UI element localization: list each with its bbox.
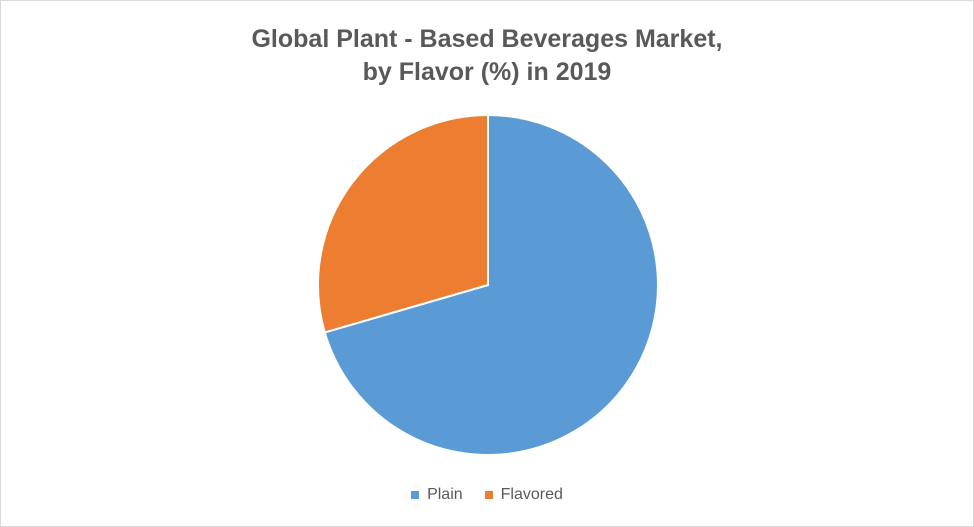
legend-label-plain: Plain [427,486,463,503]
legend-item-flavored: Flavored [484,486,563,504]
pie-slice-plain [323,113,659,456]
chart-title-line-2: by Flavor (%) in 2019 [362,58,612,86]
legend-item-plain: Plain [411,486,463,504]
legend-label-flavored: Flavored [500,486,563,503]
legend-swatch-flavored [484,491,493,499]
pie-slice-flavored [317,113,489,334]
chart-title-line-1: Global Plant - Based Beverages Market, [251,25,723,53]
legend: Plain Flavored [1,486,973,504]
legend-swatch-plain [411,491,420,499]
chart-title: Global Plant - Based Beverages Market, b… [1,23,973,89]
